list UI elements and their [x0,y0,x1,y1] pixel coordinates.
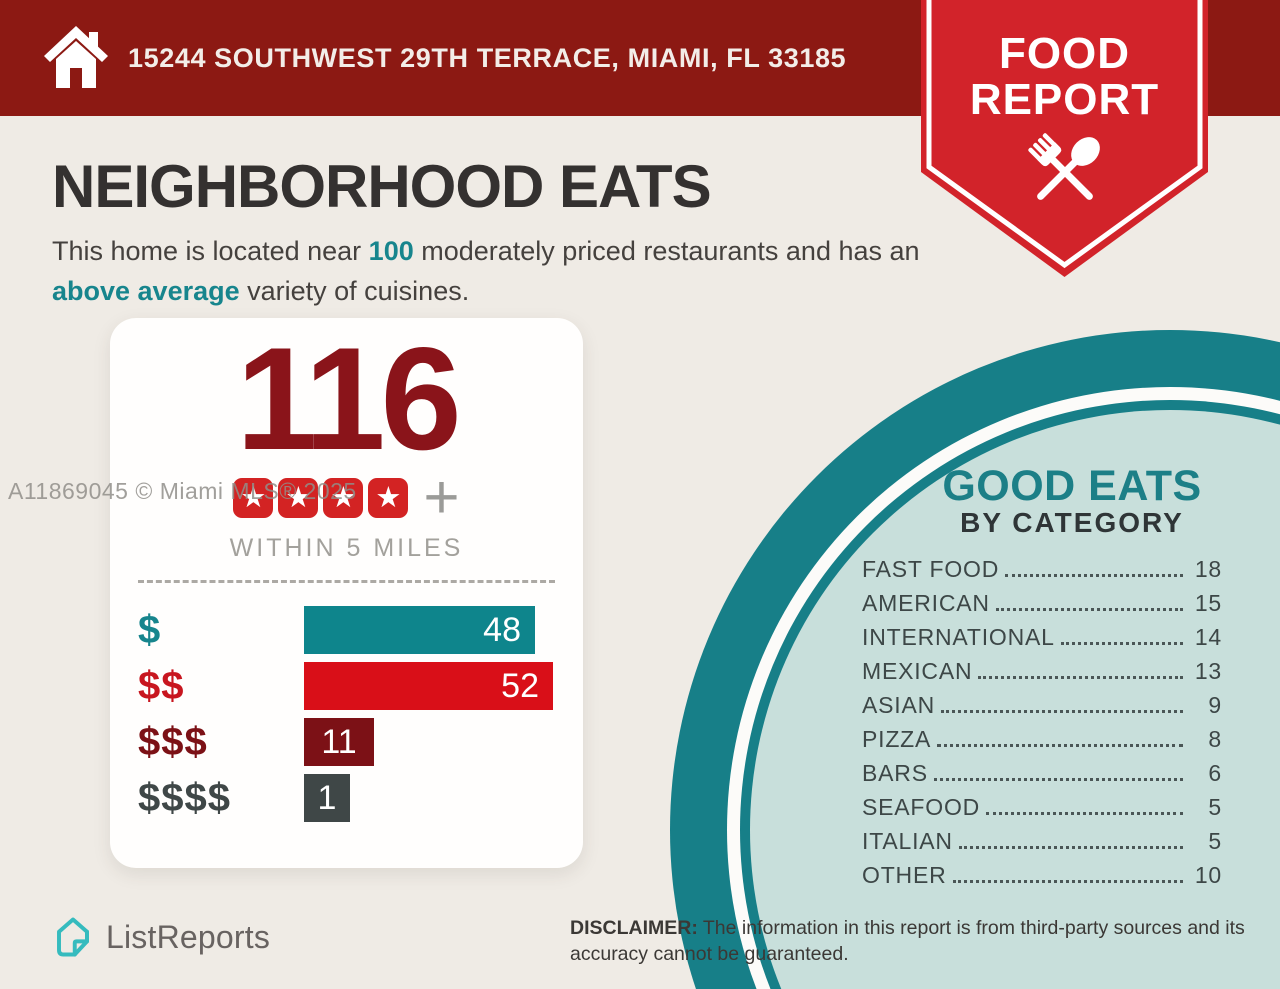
category-value: 5 [1208,793,1222,820]
category-label: FAST FOOD [862,555,1000,582]
category-label: SEAFOOD [862,793,981,820]
categories-title: GOOD EATS [942,462,1202,510]
intro-part3: variety of cuisines. [239,275,470,306]
category-value: 5 [1208,827,1222,854]
ribbon-shape [921,0,1208,277]
category-value: 18 [1194,555,1222,582]
star-icon: ★ [323,478,364,518]
categories-list: FAST FOOD 18 AMERICAN 15 INTERNATIONAL 14 M… [862,552,1222,892]
bar-row-price-2: $$ 52 [138,662,558,710]
dotted-leader [941,710,1183,713]
intro-text: This home is located near 100 moderately… [52,232,922,312]
mls-watermark: A11869045 © Miami MLS® 2025 [8,478,357,504]
plus-icon: + [423,463,460,532]
dotted-leader [978,676,1183,679]
bar-value: 11 [321,722,357,761]
category-row: AMERICAN 15 [862,586,1222,620]
price-tier-label: $$$ [138,719,208,764]
restaurant-total-count: 116 [236,317,462,480]
dotted-leader [1060,642,1183,645]
dotted-leader [986,812,1183,815]
category-label: MEXICAN [862,657,973,684]
price-tier-bar: 52 [304,662,553,710]
star-icon: ★ [233,478,274,518]
category-label: BARS [862,759,928,786]
dotted-leader [995,608,1183,611]
brand-name: ListReports [106,918,271,955]
disclaimer-label: DISCLAIMER: [570,917,698,939]
star-rating: ★ ★ ★ ★ + [110,463,583,532]
price-tier-bar-chart: $ 48 $$ 52 $$$ 11 $$$$ 1 [138,606,558,830]
restaurant-stats-card: 116 ★ ★ ★ ★ + WITHIN 5 MILES $ 48 $$ 52 $$$ … [110,318,583,868]
crossed-spoon-fork-icon [1028,133,1100,200]
category-value: 8 [1208,725,1222,752]
category-row: PIZZA 8 [862,722,1222,756]
category-row: SEAFOOD 5 [862,790,1222,824]
property-address: 15244 SOUTHWEST 29TH TERRACE, MIAMI, FL … [128,42,847,73]
bar-value: 52 [501,666,539,705]
bar-row-price-1: $ 48 [138,606,558,654]
dotted-leader [958,846,1183,849]
badge-title-line2: REPORT [969,75,1160,124]
food-report-badge: FOOD REPORT [921,0,1208,277]
bar-row-price-3: $$$ 11 [138,718,558,766]
categories-subtitle: BY CATEGORY [960,507,1184,538]
badge-title-line1: FOOD [998,29,1131,78]
category-value: 15 [1194,589,1222,616]
category-row: FAST FOOD 18 [862,552,1222,586]
category-label: ITALIAN [862,827,953,854]
category-label: PIZZA [862,725,932,752]
price-tier-label: $ [138,607,162,652]
price-tier-label: $$ [138,663,185,708]
dotted-leader [952,880,1183,883]
intro-part1: This home is located near [52,236,369,266]
category-label: AMERICAN [862,589,990,616]
dotted-leader [1005,574,1183,577]
intro-part2: moderately priced restaurants and has an [413,236,920,266]
disclaimer-text: DISCLAIMER: The information in this repo… [570,915,1250,967]
restaurant-count-highlight: 100 [368,236,414,266]
price-tier-bar: 11 [304,718,374,766]
dotted-leader [937,744,1183,747]
category-row: ASIAN 9 [862,688,1222,722]
dashed-divider [138,580,555,583]
category-label: ASIAN [862,691,936,718]
category-row: INTERNATIONAL 14 [862,620,1222,654]
category-value: 14 [1194,623,1222,650]
category-label: OTHER [862,861,947,888]
price-tier-bar: 48 [304,606,535,654]
variety-highlight: above average [52,275,240,306]
category-row: OTHER 10 [862,858,1222,892]
dotted-leader [933,778,1183,781]
bar-value: 1 [317,778,337,817]
category-row: ITALIAN 5 [862,824,1222,858]
category-row: MEXICAN 13 [862,654,1222,688]
category-value: 10 [1194,861,1222,888]
home-icon [44,26,108,88]
category-value: 6 [1208,759,1222,786]
disclaimer-body: The information in this report is from t… [570,917,1245,966]
category-label: INTERNATIONAL [862,623,1055,650]
category-row: BARS 6 [862,756,1222,790]
category-value: 9 [1208,691,1222,718]
price-tier-bar: 1 [304,774,350,822]
bar-value: 48 [483,610,521,649]
star-icon: ★ [278,478,319,518]
price-tier-label: $$$$ [138,775,231,820]
star-icon: ★ [368,478,409,518]
bar-row-price-4: $$$$ 1 [138,774,558,822]
category-value: 13 [1194,657,1222,684]
listreports-brand: ListReports [52,914,270,960]
radius-label: WITHIN 5 MILES [229,534,464,562]
listreports-house-icon [57,917,89,957]
page-title: NEIGHBORHOOD EATS [52,153,712,220]
